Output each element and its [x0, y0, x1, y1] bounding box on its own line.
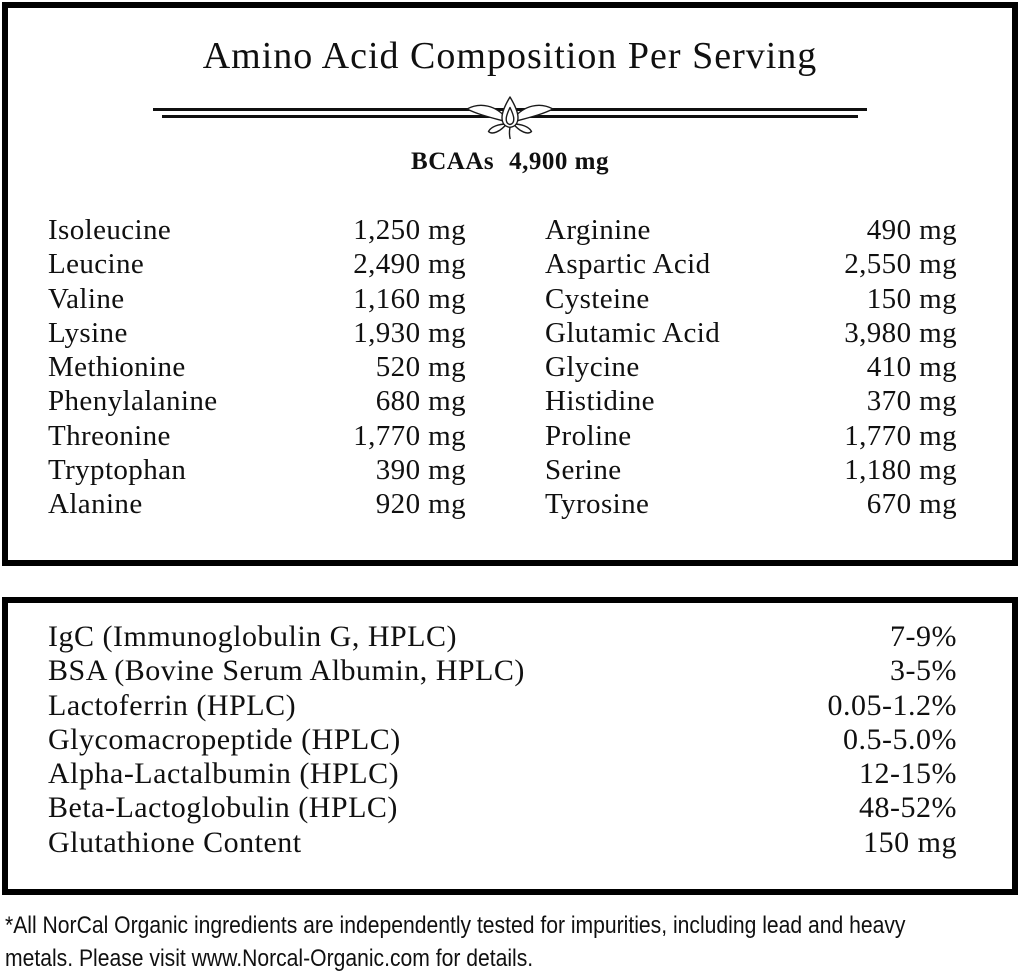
amino-name: Isoleucine — [48, 214, 172, 246]
table-row: IgC (Immunoglobulin G, HPLC) 7-9% — [48, 620, 957, 654]
fraction-name: IgC (Immunoglobulin G, HPLC) — [48, 620, 457, 653]
fraction-value: 3-5% — [890, 654, 957, 688]
amino-value: 370 mg — [866, 385, 957, 418]
table-row: Glycine 410 mg — [545, 350, 957, 384]
protein-fractions-table: IgC (Immunoglobulin G, HPLC) 7-9% BSA (B… — [8, 603, 1012, 860]
table-row: Phenylalanine 680 mg — [48, 384, 466, 418]
table-row: Proline 1,770 mg — [545, 419, 957, 453]
amino-value: 410 mg — [866, 351, 957, 384]
table-row: Beta-Lactoglobulin (HPLC) 48-52% — [48, 791, 957, 825]
fraction-name: Glycomacropeptide (HPLC) — [48, 722, 401, 756]
amino-name: Histidine — [545, 385, 655, 418]
table-row: Histidine 370 mg — [545, 384, 957, 418]
table-row: BSA (Bovine Serum Albumin, HPLC) 3-5% — [48, 654, 957, 688]
amino-name: Leucine — [48, 248, 145, 281]
fraction-name: Glutathione Content — [48, 825, 302, 859]
table-row: Tyrosine 670 mg — [545, 487, 957, 521]
table-row: Glutathione Content 150 mg — [48, 826, 957, 860]
table-row: Isoleucine 1,250 mg — [48, 213, 466, 247]
fraction-value: 0.05-1.2% — [827, 688, 957, 722]
table-row: Glycomacropeptide (HPLC) 0.5-5.0% — [48, 723, 957, 757]
table-row: Alanine 920 mg — [48, 487, 466, 521]
fraction-name: Alpha-Lactalbumin (HPLC) — [48, 757, 400, 791]
fraction-name: Beta-Lactoglobulin (HPLC) — [48, 791, 398, 825]
fraction-name: Lactoferrin (HPLC) — [48, 688, 297, 722]
amino-name: Valine — [48, 282, 125, 315]
table-row: Alpha-Lactalbumin (HPLC) 12-15% — [48, 757, 957, 791]
table-row: Arginine 490 mg — [545, 213, 957, 247]
table-row: Valine 1,160 mg — [48, 282, 466, 316]
footnote-line: metals. Please visit www.Norcal-Organic.… — [5, 945, 534, 972]
table-row: Tryptophan 390 mg — [48, 453, 466, 487]
amino-name: Tryptophan — [48, 454, 187, 487]
amino-value: 390 mg — [375, 454, 466, 487]
amino-value: 1,160 mg — [353, 282, 466, 315]
fraction-value: 7-9% — [890, 620, 957, 653]
amino-value: 520 mg — [375, 351, 466, 384]
amino-value: 680 mg — [375, 385, 466, 418]
amino-name: Serine — [545, 454, 622, 487]
bcaa-total: BCAAs 4,900 mg — [8, 147, 1012, 176]
fraction-value: 48-52% — [859, 791, 957, 825]
table-row: Serine 1,180 mg — [545, 453, 957, 487]
fraction-name: BSA (Bovine Serum Albumin, HPLC) — [48, 654, 525, 688]
lotus-ornament-icon — [466, 96, 554, 140]
fraction-value: 0.5-5.0% — [843, 722, 957, 756]
amino-name: Cysteine — [545, 282, 650, 315]
protein-fractions-panel: IgC (Immunoglobulin G, HPLC) 7-9% BSA (B… — [2, 597, 1018, 895]
amino-name: Lysine — [48, 316, 128, 349]
amino-value: 670 mg — [866, 488, 957, 521]
amino-name: Tyrosine — [545, 488, 650, 521]
amino-name: Alanine — [48, 488, 143, 521]
fraction-value: 12-15% — [859, 757, 957, 791]
table-row: Aspartic Acid 2,550 mg — [545, 247, 957, 281]
amino-name: Methionine — [48, 351, 186, 384]
table-row: Methionine 520 mg — [48, 350, 466, 384]
bcaa-label: BCAAs — [411, 148, 495, 175]
amino-name: Glutamic Acid — [545, 316, 721, 349]
amino-value: 3,980 mg — [844, 316, 957, 349]
amino-value: 2,490 mg — [353, 248, 466, 281]
table-row: Lysine 1,930 mg — [48, 316, 466, 350]
amino-value: 1,770 mg — [353, 419, 466, 452]
amino-acid-panel: Amino Acid Composition Per Serving BCAAs… — [2, 2, 1018, 566]
amino-value: 2,550 mg — [844, 248, 957, 281]
bcaa-value: 4,900 mg — [509, 148, 609, 175]
amino-name: Proline — [545, 419, 632, 452]
amino-name: Arginine — [545, 214, 651, 246]
amino-name: Aspartic Acid — [545, 248, 711, 281]
table-row: Leucine 2,490 mg — [48, 247, 466, 281]
footnote-line: *All NorCal Organic ingredients are inde… — [5, 912, 906, 939]
amino-name: Glycine — [545, 351, 640, 384]
table-row: Cysteine 150 mg — [545, 282, 957, 316]
amino-acid-column-left: Isoleucine 1,250 mg Leucine 2,490 mg Val… — [48, 213, 466, 522]
decorative-divider — [153, 96, 867, 140]
panel-title: Amino Acid Composition Per Serving — [202, 35, 818, 77]
table-row: Threonine 1,770 mg — [48, 419, 466, 453]
footnote-text: *All NorCal Organic ingredients are inde… — [5, 909, 1024, 975]
table-row: Lactoferrin (HPLC) 0.05-1.2% — [48, 689, 957, 723]
amino-acid-column-right: Arginine 490 mg Aspartic Acid 2,550 mg C… — [545, 213, 957, 522]
amino-value: 150 mg — [866, 282, 957, 315]
fraction-value: 150 mg — [863, 825, 957, 859]
amino-name: Threonine — [48, 419, 171, 452]
amino-value: 1,930 mg — [353, 316, 466, 349]
amino-value: 920 mg — [375, 488, 466, 521]
amino-acid-table: Isoleucine 1,250 mg Leucine 2,490 mg Val… — [8, 213, 1012, 522]
amino-value: 1,250 mg — [353, 214, 466, 246]
amino-value: 1,770 mg — [844, 419, 957, 452]
amino-name: Phenylalanine — [48, 385, 218, 418]
amino-value: 1,180 mg — [844, 454, 957, 487]
table-row: Glutamic Acid 3,980 mg — [545, 316, 957, 350]
amino-value: 490 mg — [866, 214, 957, 246]
